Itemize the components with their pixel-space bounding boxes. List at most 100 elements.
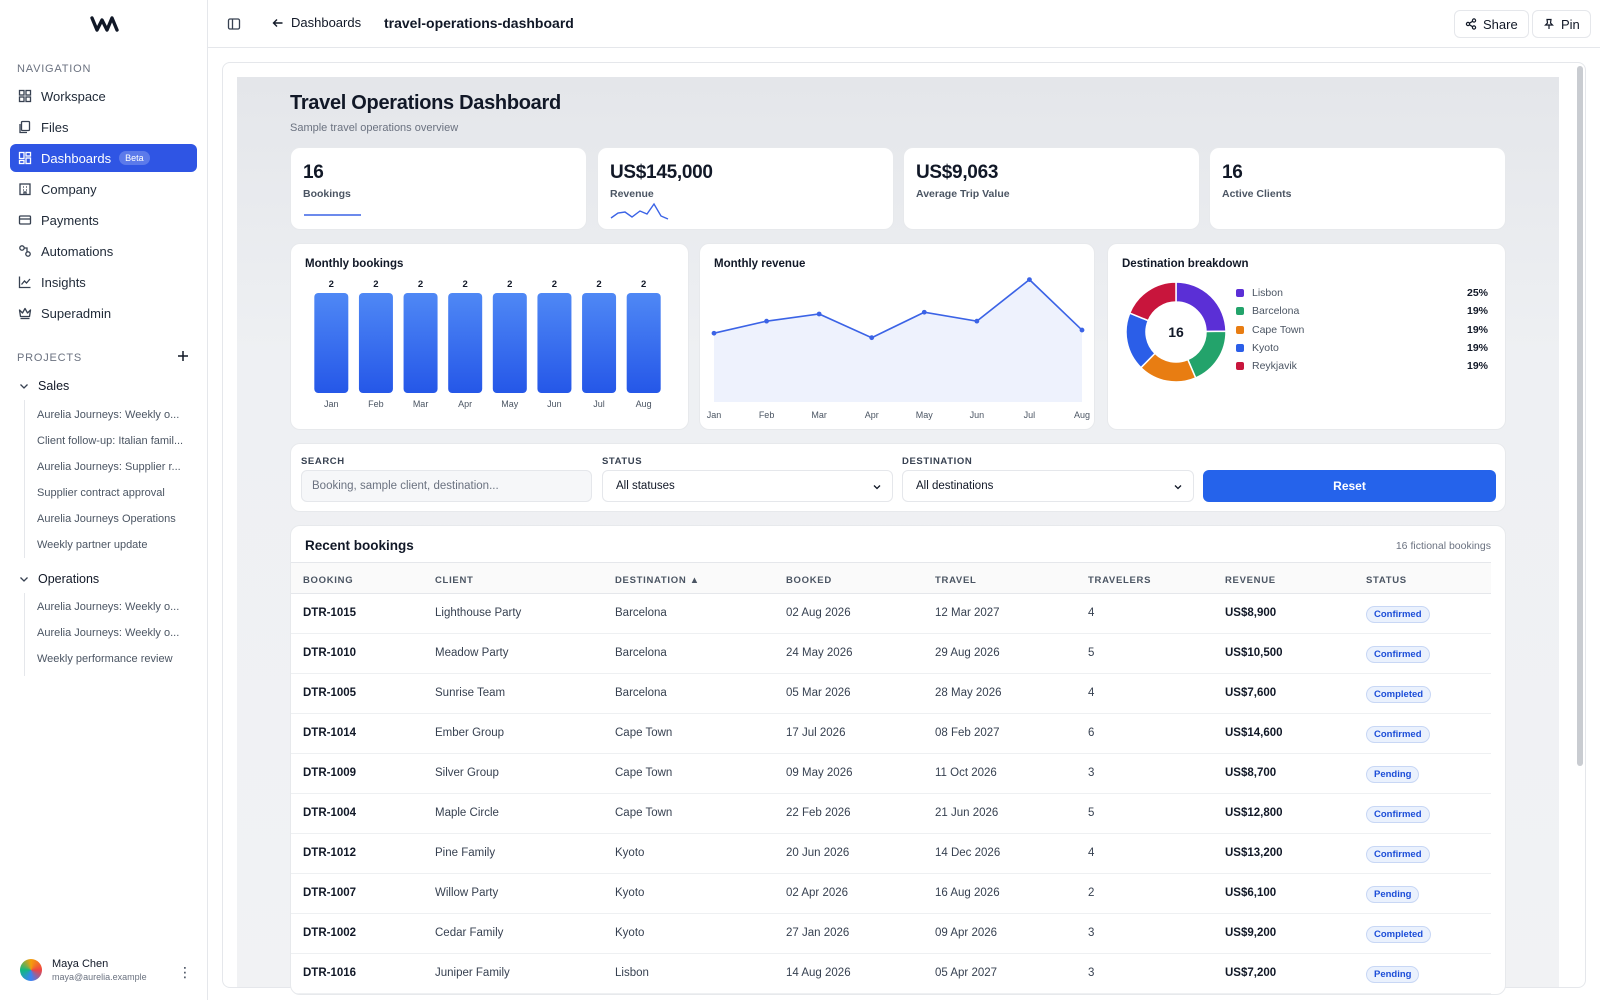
- more-options-icon[interactable]: ⋮: [178, 964, 192, 980]
- status-select[interactable]: All statuses: [602, 470, 893, 502]
- sidebar: NAVIGATION Workspace Files Dashboards Be…: [0, 0, 208, 1000]
- legend-item[interactable]: Lisbon 25%: [1236, 287, 1488, 299]
- table-row[interactable]: DTR-1012 Pine Family Kyoto 20 Jun 2026 14 De…: [291, 834, 1491, 874]
- back-to-dashboards-link[interactable]: Dashboards: [272, 15, 361, 30]
- x-tick-label: Mar: [413, 399, 429, 409]
- sidebar-item-insights[interactable]: Insights: [10, 268, 197, 296]
- project-item[interactable]: Aurelia Journeys: Weekly o...: [37, 409, 180, 421]
- revenue-point-jul[interactable]: [1027, 277, 1032, 283]
- column-header-destination[interactable]: DESTINATION ▲: [615, 575, 700, 586]
- project-group-label: Operations: [38, 572, 100, 586]
- revenue-point-aug[interactable]: [1079, 327, 1085, 333]
- project-group-operations[interactable]: Operations: [18, 572, 99, 586]
- revenue-point-apr[interactable]: [869, 335, 875, 341]
- client-name: Willow Party: [435, 887, 499, 899]
- project-item[interactable]: Client follow-up: Italian famil...: [37, 435, 184, 447]
- column-header-status[interactable]: STATUS: [1366, 575, 1407, 586]
- sidebar-item-payments[interactable]: Payments: [10, 206, 197, 234]
- table-row[interactable]: DTR-1015 Lighthouse Party Barcelona 02 Aug …: [291, 594, 1491, 634]
- projects-label: PROJECTS: [17, 352, 83, 364]
- search-label: SEARCH: [301, 456, 345, 467]
- revenue-point-jan[interactable]: [711, 330, 717, 336]
- scrollbar[interactable]: [1577, 66, 1583, 766]
- navigation-label: NAVIGATION: [17, 63, 92, 75]
- dashboard-subtitle: Sample travel operations overview: [290, 122, 459, 134]
- sidebar-item-superadmin[interactable]: Superadmin: [10, 299, 197, 327]
- table-row[interactable]: DTR-1016 Juniper Family Lisbon 14 Aug 2026 0…: [291, 954, 1491, 994]
- revenue-point-may[interactable]: [921, 309, 927, 315]
- table-row[interactable]: DTR-1009 Silver Group Cape Town 09 May 2026…: [291, 754, 1491, 794]
- revenue-point-feb[interactable]: [764, 318, 769, 324]
- sidebar-item-dashboards[interactable]: Dashboards Beta: [10, 144, 197, 172]
- kpi-label: Bookings: [303, 188, 351, 200]
- project-item[interactable]: Aurelia Journeys: Weekly o...: [37, 627, 180, 639]
- brand-logo[interactable]: [90, 14, 120, 34]
- sidebar-item-workspace[interactable]: Workspace: [10, 82, 197, 110]
- column-header-booked[interactable]: BOOKED: [786, 575, 832, 586]
- bar-apr[interactable]: [448, 293, 483, 393]
- status-select-value: All statuses: [616, 480, 675, 492]
- bar-jul[interactable]: [582, 293, 617, 393]
- column-header-booking[interactable]: BOOKING: [303, 575, 354, 586]
- table-row[interactable]: DTR-1014 Ember Group Cape Town 17 Jul 2026 0…: [291, 714, 1491, 754]
- x-tick-label: Jun: [547, 399, 562, 409]
- booking-id: DTR-1015: [303, 607, 357, 619]
- table-row[interactable]: DTR-1004 Maple Circle Cape Town 22 Feb 2026…: [291, 794, 1491, 834]
- legend-item[interactable]: Barcelona 19%: [1236, 305, 1488, 317]
- destination: Kyoto: [615, 887, 645, 899]
- revenue: US$7,200: [1225, 967, 1277, 979]
- column-header-client[interactable]: CLIENT: [435, 575, 474, 586]
- revenue: US$6,100: [1225, 887, 1277, 899]
- project-item[interactable]: Aurelia Journeys Operations: [37, 513, 176, 525]
- sidebar-item-automations[interactable]: Automations: [10, 237, 197, 265]
- donut-slice-reykjavik[interactable]: [1128, 281, 1177, 322]
- project-item[interactable]: Supplier contract approval: [37, 487, 165, 499]
- x-tick-label: Jul: [593, 399, 605, 409]
- bar-mar[interactable]: [403, 293, 438, 393]
- donut-slice-barcelona[interactable]: [1186, 330, 1227, 379]
- project-item[interactable]: Weekly performance review: [37, 653, 173, 665]
- table-row[interactable]: DTR-1005 Sunrise Team Barcelona 05 Mar 2026…: [291, 674, 1491, 714]
- pin-button[interactable]: Pin: [1532, 10, 1591, 38]
- sidebar-toggle-button[interactable]: [222, 12, 246, 36]
- revenue-point-mar[interactable]: [816, 311, 822, 317]
- destination-select[interactable]: All destinations: [902, 470, 1194, 502]
- table-row[interactable]: DTR-1010 Meadow Party Barcelona 24 May 2026…: [291, 634, 1491, 674]
- bar-feb[interactable]: [358, 293, 393, 393]
- bar-jun[interactable]: [537, 293, 572, 393]
- legend-item[interactable]: Reykjavik 19%: [1236, 360, 1488, 372]
- x-tick-label: Aug: [636, 399, 652, 409]
- destination: Cape Town: [615, 807, 673, 819]
- destination: Kyoto: [615, 927, 645, 939]
- legend-item[interactable]: Cape Town 19%: [1236, 324, 1488, 336]
- table-row[interactable]: DTR-1002 Cedar Family Kyoto 27 Jan 2026 09 A…: [291, 914, 1491, 954]
- page-title: travel-operations-dashboard: [384, 15, 574, 31]
- kpi-value: 16: [303, 162, 324, 183]
- bar-aug[interactable]: [626, 293, 661, 393]
- project-item[interactable]: Aurelia Journeys: Supplier r...: [37, 461, 181, 473]
- table-row[interactable]: DTR-1007 Willow Party Kyoto 02 Apr 2026 16 A…: [291, 874, 1491, 914]
- bar-jan[interactable]: [314, 293, 349, 393]
- column-header-travel[interactable]: TRAVEL: [935, 575, 977, 586]
- project-group-sales[interactable]: Sales: [18, 379, 69, 393]
- files-icon: [18, 120, 32, 134]
- user-profile[interactable]: Maya Chen maya@aurelia.example: [20, 958, 147, 982]
- reset-button[interactable]: Reset: [1203, 470, 1496, 502]
- search-input[interactable]: Booking, sample client, destination...: [301, 470, 592, 502]
- legend-item[interactable]: Kyoto 19%: [1236, 342, 1488, 354]
- automation-icon: [18, 244, 32, 258]
- project-item[interactable]: Weekly partner update: [37, 539, 148, 551]
- sidebar-item-company[interactable]: Company: [10, 175, 197, 203]
- revenue-point-jun[interactable]: [974, 318, 980, 324]
- share-button[interactable]: Share: [1454, 10, 1529, 38]
- column-header-travelers[interactable]: TRAVELERS: [1088, 575, 1152, 586]
- column-header-revenue[interactable]: REVENUE: [1225, 575, 1276, 586]
- sidebar-item-files[interactable]: Files: [10, 113, 197, 141]
- bar-may[interactable]: [492, 293, 527, 393]
- booking-id: DTR-1009: [303, 767, 357, 779]
- grid-icon: [18, 89, 32, 103]
- monthly-bookings-chart: 2 Jan 2 Feb 2 Mar 2 Apr 2 May 2 Jun 2 Jul 2 Aug: [314, 279, 661, 409]
- travel-date: 11 Oct 2026: [935, 767, 997, 779]
- project-item[interactable]: Aurelia Journeys: Weekly o...: [37, 601, 180, 613]
- add-project-button[interactable]: [176, 349, 190, 363]
